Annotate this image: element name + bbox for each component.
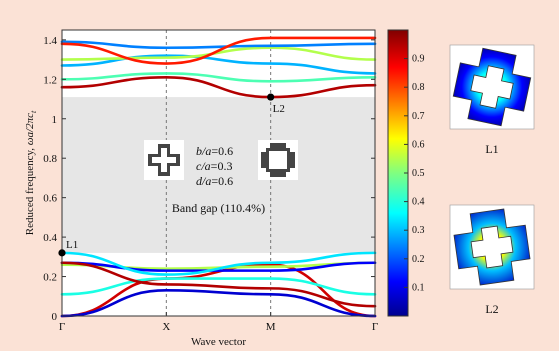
y-tick-label: 1.2 [43,74,57,86]
mode-point [58,249,66,257]
colorbar-tick-label: 0.1 [412,282,425,293]
band-curve [60,46,377,61]
band-gap-label: Band gap (110.4%) [172,201,265,215]
colorbar-tick-label: 0.8 [412,82,425,93]
mode-shape-label: L1 [485,142,498,156]
colorbar-tick-label: 0.4 [412,197,425,208]
y-tick-label: 1 [52,114,58,126]
x-tick-label: X [162,321,170,333]
mode-shape-label: L2 [485,302,498,316]
colorbar-tick-label: 0.9 [412,54,425,65]
y-axis-label: Reduced frequency, ωa/2πct [24,110,38,235]
band-curve [60,72,377,83]
band-curve [60,251,377,276]
band-curve [60,289,377,318]
y-tick-label: 0.8 [43,153,57,165]
mode-shape-l1: L1 [449,44,535,156]
x-tick-label: M [266,321,276,333]
y-tick-label: 0 [52,311,58,323]
mode-point-label: L2 [273,103,285,115]
x-tick-label: Γ [372,321,378,333]
param-label: d/a=0.6 [196,174,233,188]
band-curve [60,40,377,50]
band-curve [60,277,377,296]
mode-point-label: L1 [66,239,78,251]
y-tick-label: 0.4 [43,232,57,244]
mode-shape-body [453,208,531,286]
y-tick-label: 1.4 [43,35,57,47]
unit-cell-cross-icon [144,140,184,180]
param-label: c/a=0.3 [196,159,232,173]
y-tick-label: 0.6 [43,193,57,205]
mode-shape-l2: L2 [449,204,535,316]
band-curve [60,36,377,65]
band-gap-region [62,97,375,253]
mode-point [267,93,275,101]
x-axis-label: Wave vector [191,336,246,348]
colorbar-tick-label: 0.5 [412,168,425,179]
unit-cell-frame-icon [258,140,298,180]
band-curve [60,76,377,99]
band-curve [60,261,377,308]
colorbar-tick-label: 0.6 [412,139,425,150]
plot-frame [61,29,376,317]
y-tick-label: 0.2 [43,272,57,284]
param-label: b/a=0.6 [196,144,233,158]
band-curve [60,54,377,75]
x-tick-label: Γ [59,321,65,333]
mode-shape-body [452,47,532,127]
band-curve [60,261,377,272]
colorbar-tick-label: 0.7 [412,111,425,122]
colorbar-tick-label: 0.3 [412,225,425,236]
colorbar-tick-label: 0.2 [412,254,425,265]
